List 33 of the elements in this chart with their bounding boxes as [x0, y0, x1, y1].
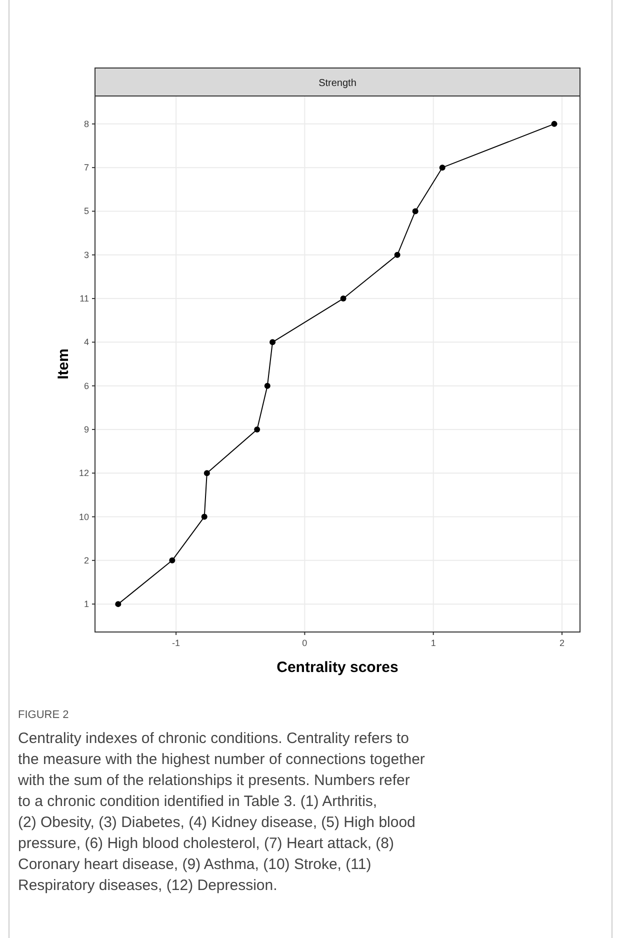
point — [254, 426, 260, 432]
y-axis-title: Item — [55, 348, 72, 380]
text: Centrality indexes of chronic conditions. Centrality refers to the measure with the highest number of connections together with the sum of the relationships it presents. Numbers refer to a chronic condition identified in Table 3. (1) Arthritis, (2) Obesity, (3) Diabetes, (4) Kidney disease, (5) High blood pressure, (6) High blood cholesterol, (7) Heart attack, (8) Coronary heart disease, (9) Asthma, (10) Stroke, (11) Respiratory diseases, (12) Depression. — [17, 730, 425, 894]
chart-title: Strength — [318, 78, 356, 89]
y-tick-label: 9 — [84, 424, 89, 434]
y-tick-label: 12 — [78, 468, 89, 478]
point — [551, 120, 558, 127]
point — [270, 339, 276, 346]
point — [394, 252, 400, 258]
y-tick-label: 10 — [78, 512, 89, 522]
point — [439, 164, 446, 171]
point — [201, 514, 208, 520]
y-tick-label: 4 — [84, 337, 89, 348]
y-tick-label: 3 — [84, 250, 89, 260]
y-tick-label: 1 — [84, 599, 89, 610]
x-tick-label: 2 — [559, 638, 564, 648]
point — [115, 601, 122, 608]
point — [204, 470, 210, 476]
y-tick-label: 6 — [84, 380, 89, 391]
point — [169, 557, 176, 564]
caption: FIGURE 2 — [18, 709, 69, 721]
point — [264, 382, 270, 389]
x-tick-label: 1 — [430, 638, 436, 648]
y-tick-label: 7 — [84, 162, 89, 173]
x-axis-title: Centrality scores — [276, 659, 398, 676]
x-tick-label: -1 — [172, 638, 180, 648]
y-tick-label: 8 — [84, 118, 89, 129]
x-tick-label: 0 — [302, 638, 308, 648]
point — [340, 296, 346, 302]
point — [412, 208, 418, 214]
y-tick-label: 2 — [84, 555, 89, 566]
y-tick-label: 11 — [80, 294, 89, 304]
y-tick-label: 5 — [84, 206, 89, 216]
